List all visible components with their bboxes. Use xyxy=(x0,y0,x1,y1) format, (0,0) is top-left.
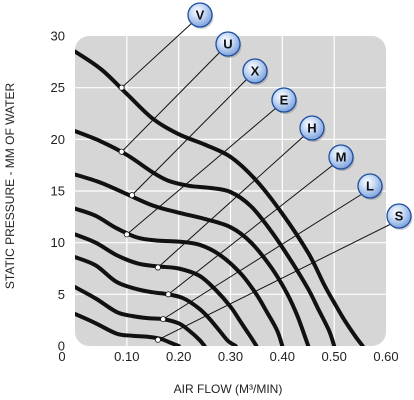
badge-circle xyxy=(187,2,213,28)
series-label-x: X xyxy=(251,64,260,79)
label-point-l xyxy=(160,316,167,323)
curve-s xyxy=(75,312,181,346)
series-label-u: U xyxy=(223,37,232,52)
y-tick-label: 5 xyxy=(58,287,65,302)
label-point-m xyxy=(165,291,172,298)
leader-line-x xyxy=(131,78,248,196)
badge-m: M xyxy=(328,144,355,171)
label-point-v xyxy=(118,84,125,91)
y-tick-label: 10 xyxy=(51,235,65,250)
x-axis-ticks: 0.10 0.20 0.30 0.40 0.50 0.60 xyxy=(114,349,398,364)
series-label-v: V xyxy=(196,8,205,23)
leader-line-m xyxy=(167,164,334,295)
leader-line-e xyxy=(126,107,277,235)
curve-x xyxy=(75,172,311,346)
badge-circle xyxy=(242,58,268,84)
badge-v: V xyxy=(187,2,214,29)
leader-line-u xyxy=(121,51,221,153)
leader-line-s xyxy=(157,223,392,341)
x-tick-label: 0.30 xyxy=(218,349,243,364)
label-point-e xyxy=(123,231,130,238)
y-axis-title: STATIC PRESSURE - MM OF WATER xyxy=(3,83,17,290)
label-point-x xyxy=(129,192,136,199)
series-label-e: E xyxy=(280,93,289,108)
curve-v xyxy=(75,49,365,346)
x-axis-title: AIR FLOW (M³/MIN) xyxy=(174,382,283,396)
badge-circle xyxy=(271,87,297,113)
label-point-h xyxy=(154,264,161,271)
curve-e xyxy=(75,206,285,346)
x-tick-label: 0.50 xyxy=(322,349,347,364)
series-label-s: S xyxy=(395,209,404,224)
x-axis-origin-label: 0 xyxy=(58,349,65,364)
leader-lines xyxy=(118,22,392,343)
y-axis-ticks: 0 5 10 15 20 25 30 xyxy=(51,29,65,354)
grid-lines xyxy=(75,36,386,346)
badge-e: E xyxy=(271,87,298,114)
badge-circle xyxy=(215,31,241,57)
badge-circle xyxy=(328,144,354,170)
label-point-u xyxy=(118,148,125,155)
x-tick-label: 0.10 xyxy=(114,349,139,364)
series-label-h: H xyxy=(307,121,316,136)
leader-line-l xyxy=(162,193,363,320)
x-tick-label: 0.20 xyxy=(166,349,191,364)
curve-u xyxy=(75,129,337,346)
x-tick-label: 0.40 xyxy=(270,349,295,364)
badge-circle xyxy=(357,173,383,199)
x-tick-label: 0.60 xyxy=(373,349,398,364)
badge-s: S xyxy=(386,203,413,230)
curve-l xyxy=(75,285,207,346)
y-tick-label: 20 xyxy=(51,132,65,147)
y-tick-label: 15 xyxy=(51,184,65,199)
curve-m xyxy=(75,255,238,346)
leader-line-v xyxy=(121,22,193,89)
badge-l: L xyxy=(357,173,384,200)
leader-line-h xyxy=(157,135,305,268)
badge-circle xyxy=(386,203,412,229)
y-tick-label: 30 xyxy=(51,29,65,44)
series-label-l: L xyxy=(366,179,374,194)
y-tick-label: 0 xyxy=(58,339,65,354)
badge-circle xyxy=(299,115,325,141)
badge-u: U xyxy=(215,31,242,58)
curve-h xyxy=(75,232,259,346)
badge-h: H xyxy=(299,115,326,142)
badge-x: X xyxy=(242,58,269,85)
performance-curves xyxy=(75,49,365,346)
label-point-s xyxy=(154,336,161,343)
y-tick-label: 25 xyxy=(51,80,65,95)
series-badges: V U X E H M L S xyxy=(187,2,413,230)
series-label-m: M xyxy=(336,150,347,165)
